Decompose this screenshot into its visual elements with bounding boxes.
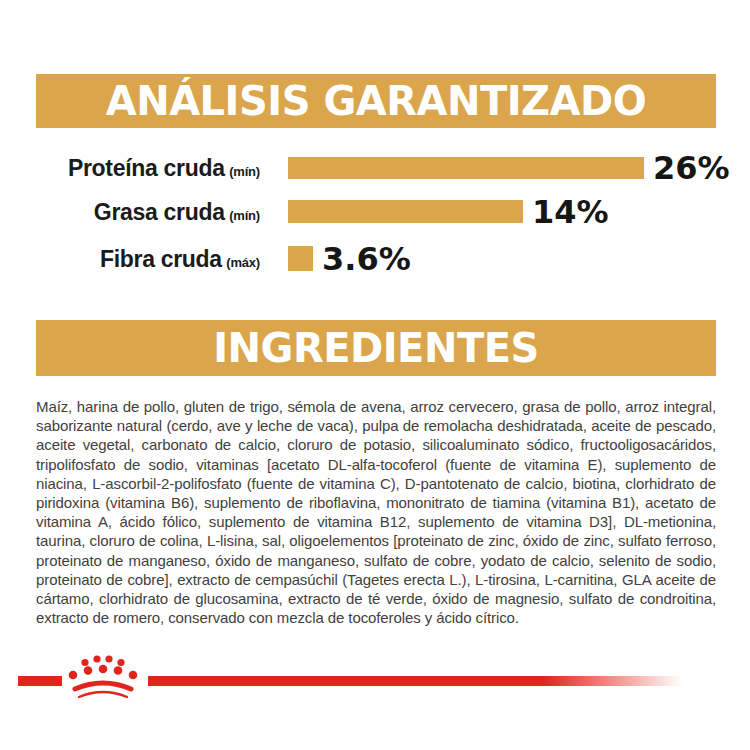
fat-qualifier: (mín) [229,207,260,222]
fiber-value: 3.6% [322,240,411,278]
ingredients-paragraph: Maíz, harina de pollo, gluten de trigo, … [36,397,716,627]
fat-label-text: Grasa cruda [94,198,225,224]
protein-label: Proteína cruda (mín) [68,155,260,182]
protein-label-text: Proteína cruda [68,155,225,181]
ingredients-title: INGREDIENTES [213,325,539,371]
analysis-row-protein: Proteína cruda (mín) 26% [0,157,750,179]
fiber-label: Fibra cruda (máx) [100,245,260,272]
protein-bar [288,157,644,179]
ingredients-banner: INGREDIENTES [36,320,716,376]
royal-canin-crown-logo [65,650,150,702]
fat-value: 14% [532,193,609,231]
red-divider-main-segment [148,676,683,686]
pet-food-label: ANÁLISIS GARANTIZADO Proteína cruda (mín… [0,0,750,750]
fiber-label-text: Fibra cruda [100,245,222,271]
analysis-row-fiber: Fibra cruda (máx) 3.6% [0,246,750,271]
fat-label: Grasa cruda (mín) [94,198,260,225]
analysis-banner: ANÁLISIS GARANTIZADO [36,74,716,128]
protein-value: 26% [653,149,730,187]
analysis-title: ANÁLISIS GARANTIZADO [106,78,647,124]
analysis-row-fat: Grasa cruda (mín) 14% [0,200,750,223]
protein-qualifier: (mín) [229,164,260,179]
fat-bar [288,200,523,223]
fiber-bar [288,246,313,271]
fiber-qualifier: (máx) [226,254,260,269]
red-divider-left-segment [18,676,62,686]
